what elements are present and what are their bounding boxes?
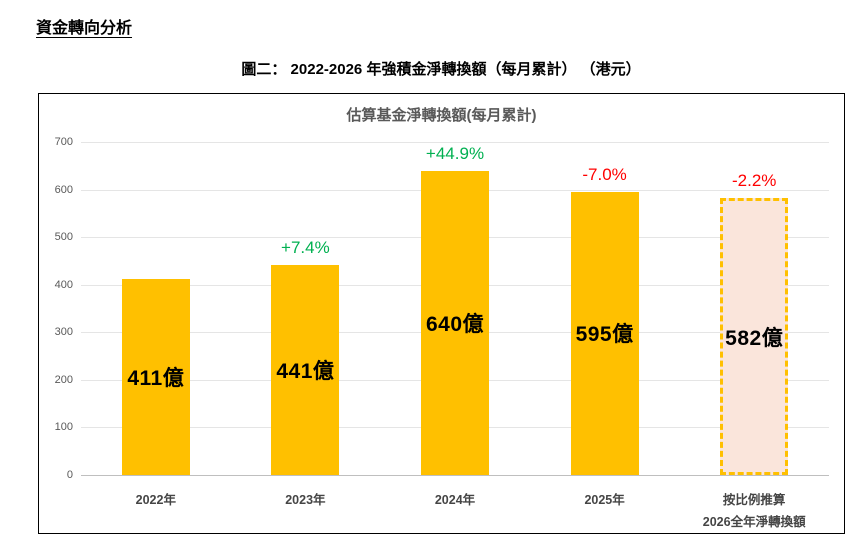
pct-change-label: -2.2% [731,171,777,191]
x-axis-label-line: 2025年 [584,493,625,507]
x-axis-label: 按比例推算 2026全年淨轉換額 [703,489,806,533]
bar: 411億 [121,279,190,475]
x-axis-label-line: 按比例推算 [722,493,786,507]
y-tick-label: 100 [54,421,73,434]
bar: 595億 [570,191,639,475]
bar: 441億 [271,265,340,475]
x-axis-line [81,475,829,476]
x-axis-label: 2025年 [584,489,624,511]
bar-value-label: 411億 [127,367,185,391]
plot-area: 0 100 200 300 400 500 600 700 411億 2022年 441億 +7.4%… [55,136,829,529]
pct-change-label: +44.9% [425,143,485,163]
gridline [81,142,829,143]
y-tick-label: 500 [54,231,73,244]
x-axis-label-line: 2023年 [285,493,326,507]
y-tick-label: 600 [54,183,73,196]
y-tick-label: 400 [54,278,73,291]
bar: 640億 [421,170,489,475]
y-tick-label: 300 [54,326,73,339]
x-axis-label: 2024年 [435,489,475,511]
y-tick-label: 200 [54,373,73,386]
bar-value-label: 441億 [276,360,335,384]
x-axis-label-line: 2022年 [135,493,176,507]
x-axis-label-line: 2026全年淨轉換額 [702,515,806,529]
bar-value-label: 640億 [425,312,485,336]
y-tick-label: 700 [54,136,73,148]
chart-frame: 估算基金淨轉換額(每月累計) 0 100 200 300 400 500 600 700 411… [38,93,845,534]
pct-change-label: +7.4% [281,238,330,258]
bar-value-label: 582億 [725,326,784,350]
bar-projected: 582億 [720,198,789,475]
chart-title: 估算基金淨轉換額(每月累計) [346,107,537,124]
figure-caption: 圖二： 2022-2026 年強積金淨轉換額（每月累計） （港元） [241,61,641,78]
section-heading: 資金轉向分析 [36,20,133,37]
y-tick-label: 0 [66,469,73,481]
x-axis-label-line: 2024年 [434,493,476,507]
x-axis-label: 2023年 [285,489,325,511]
x-axis-label: 2022年 [136,489,176,511]
pct-change-label: -7.0% [582,164,627,184]
bar-value-label: 595億 [575,323,634,347]
